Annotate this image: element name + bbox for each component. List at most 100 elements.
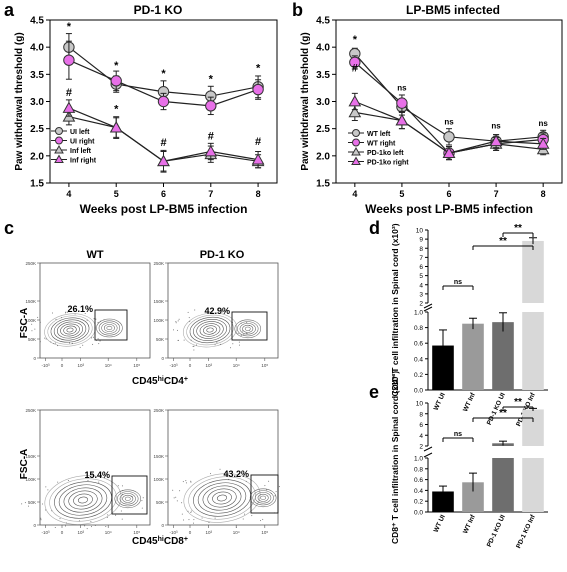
flow-y-tick-label: 150K [25, 454, 36, 459]
contour-line [199, 323, 221, 337]
contour-line [255, 492, 272, 504]
event-dot [270, 493, 272, 495]
flow-x-tick-label: -10³ [169, 530, 178, 535]
event-dot [201, 517, 203, 519]
significance-label: ns [454, 431, 462, 438]
event-dot [190, 510, 192, 512]
event-dot [274, 495, 276, 497]
flow-x-label-bottom: CD45hiCD8+ [132, 536, 188, 547]
event-dot [214, 344, 216, 346]
legend-marker [352, 138, 360, 147]
event-dot [185, 480, 187, 482]
event-dot [238, 341, 240, 343]
panel-letter-d: d [369, 218, 380, 238]
y-axis-label: CD4⁺ T cell infiltration in Spinal cord … [390, 223, 400, 396]
significance-marker: # [208, 131, 214, 143]
event-dot [97, 338, 99, 340]
data-point [348, 94, 362, 107]
significance-marker: ns [491, 122, 501, 131]
y-tick-label: 1.0 [414, 310, 423, 317]
event-dot [69, 342, 71, 344]
event-dot [84, 525, 86, 527]
contour-line [66, 327, 74, 333]
y-tick-label: 0.2 [414, 372, 423, 379]
event-dot [208, 522, 210, 524]
contour-line [117, 491, 139, 507]
y-tick-label: 10 [416, 401, 424, 408]
x-tick-label: 6 [446, 189, 451, 199]
y-tick-label: 7 [419, 255, 423, 262]
y-tick-label: 4.0 [316, 43, 330, 54]
x-axis-label: Weeks post LP-BM5 infection [80, 202, 248, 216]
y-tick-label: 3.0 [30, 97, 44, 108]
y-tick-label: 3.5 [30, 70, 44, 81]
significance-marker: * [256, 63, 261, 75]
y-tick-label: 0.0 [414, 510, 423, 517]
event-dot [211, 312, 213, 314]
flow-y-tick-label: 50K [28, 337, 36, 342]
contour-line [260, 495, 267, 500]
contour-line [63, 325, 77, 335]
significance-label: ** [514, 223, 522, 234]
data-point [205, 100, 217, 112]
significance-label: ** [514, 397, 522, 408]
event-dot [190, 512, 192, 514]
flow-y-label-top: FSC-A [19, 308, 30, 339]
event-dot [242, 330, 244, 332]
y-tick-label: 0.8 [414, 466, 423, 473]
event-dot [242, 518, 244, 520]
axis-break-mark [423, 303, 433, 309]
event-dot [193, 349, 195, 351]
event-dot [117, 485, 119, 487]
event-dot [57, 345, 59, 347]
legend-marker [55, 127, 63, 135]
contour-line [234, 319, 262, 339]
event-dot [98, 343, 100, 345]
significance-label: ** [499, 236, 507, 247]
flow-y-tick-label: 250K [25, 408, 36, 413]
y-tick-label: 0.8 [414, 325, 423, 332]
y-tick-label: 4.0 [30, 43, 44, 54]
event-dot [181, 513, 183, 515]
significance-marker: ns [397, 84, 407, 93]
event-dot [106, 516, 108, 518]
data-point [63, 54, 75, 66]
gate-percent: 43.2% [223, 469, 249, 479]
data-point [157, 154, 170, 167]
category-label: WT UI [433, 514, 447, 534]
event-dot [240, 335, 242, 337]
event-dot [103, 319, 105, 321]
flow-y-tick-label: 250K [153, 261, 164, 266]
gate-box [231, 311, 268, 341]
event-dot [37, 316, 39, 318]
y-tick-label: 0.2 [414, 499, 423, 506]
event-dot [190, 480, 192, 482]
event-dot [176, 329, 178, 331]
axis-break-mark [423, 306, 433, 312]
x-tick-label: 7 [494, 189, 499, 199]
event-dot [31, 323, 33, 325]
event-dot [39, 321, 41, 323]
event-dot [47, 489, 49, 491]
event-dot [246, 332, 248, 334]
event-dot [44, 509, 46, 511]
data-point [489, 134, 503, 147]
data-point [536, 137, 550, 149]
data-point [396, 97, 408, 109]
data-point [395, 113, 409, 126]
event-dot [67, 311, 69, 313]
event-dot [230, 347, 232, 349]
event-dot [221, 311, 223, 313]
contour-line [103, 324, 115, 332]
legend-marker [351, 156, 361, 165]
significance-marker: # [160, 137, 166, 149]
event-dot [74, 313, 76, 315]
contour-line [49, 478, 117, 522]
contour-line [63, 487, 103, 513]
flow-plot: 250K 150K 100K 50K 0 -10³ 0 10³ 10⁴ 10⁵ 43.2% [153, 408, 280, 535]
event-dot [195, 344, 197, 346]
event-dot [142, 497, 144, 499]
contour-line [216, 494, 228, 502]
gate-percent: 26.1% [67, 304, 93, 314]
flow-y-tick-label: 150K [153, 299, 164, 304]
